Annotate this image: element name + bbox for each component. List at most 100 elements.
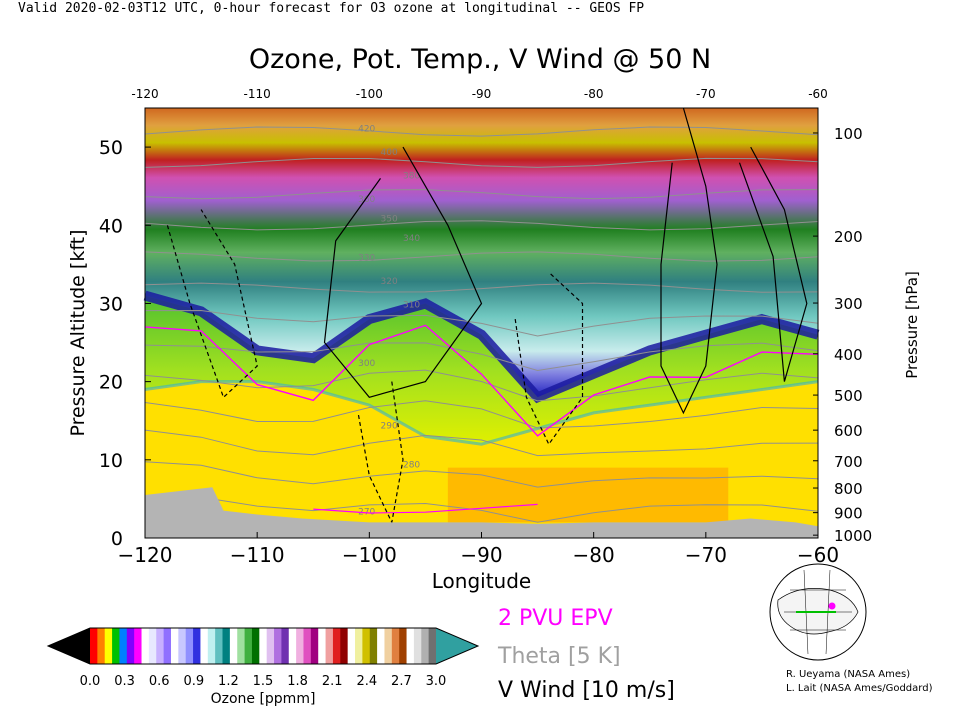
top-tick-label: -70 [696, 87, 716, 101]
pressure-tick-label: 1000 [834, 527, 872, 545]
theta-label: 290 [381, 422, 398, 432]
theta-contour [144, 342, 819, 372]
colorbar-swatch [274, 628, 282, 664]
upper-troposphere-region [145, 295, 818, 445]
top-tick-label: -110 [244, 87, 271, 101]
theta-label: 320 [381, 277, 398, 287]
colorbar-tick-label: 0.0 [80, 674, 101, 689]
tropopause-band [143, 290, 820, 404]
colorbar-swatch [413, 628, 422, 664]
y-tick-label: 0 [111, 528, 123, 550]
colorbar-tick-label: 2.7 [391, 674, 412, 689]
colorbar-swatch [391, 628, 400, 664]
colorbar-tick-label: 0.3 [114, 674, 135, 689]
colorbar-swatch [406, 628, 415, 664]
legend-theta: Theta [5 K] [498, 644, 621, 669]
theta-contour [144, 157, 819, 168]
theta-label: 340 [403, 234, 420, 244]
pvu-contour [144, 324, 819, 437]
colorbar-swatch [200, 628, 209, 664]
pressure-tick-label: 700 [834, 453, 863, 471]
colorbar-swatch [163, 628, 172, 664]
colorbar-swatch [288, 628, 297, 664]
pvu-contour-low [313, 503, 538, 514]
colorbar-swatch [141, 628, 150, 664]
theta-label: 360 [358, 195, 375, 205]
legend-epv: 2 PVU EPV [498, 606, 613, 631]
colorbar-over-arrow [436, 628, 478, 664]
ozone-gradient-band [144, 380, 819, 446]
theta-contour [144, 461, 819, 488]
colorbar-swatch [119, 628, 128, 664]
x-tick-label: −80 [573, 543, 615, 567]
colorbar-swatch [377, 628, 385, 664]
theta-contour [144, 309, 819, 337]
theta-contour [144, 400, 819, 429]
y-tick-label: 20 [99, 372, 123, 394]
credit-line-1: R. Ueyama (NASA Ames) [786, 669, 911, 680]
vwind-contour [323, 146, 483, 398]
colorbar-swatch [325, 628, 334, 664]
colorbar-swatch [347, 628, 356, 664]
colorbar-tick-label: 0.9 [183, 674, 204, 689]
terrain [145, 487, 818, 538]
pressure-tick-label: 200 [834, 228, 863, 246]
theta-contour [144, 369, 819, 402]
colorbar-tick-label: 1.5 [253, 674, 274, 689]
colorbar-tick-label: 3.0 [426, 674, 447, 689]
colorbar-swatch [384, 628, 393, 664]
colorbar-swatch [97, 628, 106, 664]
top-tick-label: -120 [131, 87, 158, 101]
colorbar-under-arrow [48, 628, 90, 664]
colorbar-swatch [266, 628, 275, 664]
pressure-tick-label: 800 [834, 480, 863, 498]
colorbar-swatch [229, 628, 238, 664]
theta-label: 300 [358, 359, 375, 369]
pressure-tick-label: 900 [834, 505, 863, 523]
x-tick-label: −70 [685, 543, 727, 567]
colorbar-swatch [421, 628, 430, 664]
colorbar-swatch [428, 628, 437, 664]
colorbar-swatch [369, 628, 378, 664]
colorbar-swatch [148, 628, 157, 664]
legend-vwind: V Wind [10 m/s] [498, 678, 675, 703]
top-tick-label: -60 [808, 87, 828, 101]
colorbar-swatch [90, 628, 98, 664]
colorbar-swatch [170, 628, 179, 664]
theta-contour [144, 282, 819, 293]
colorbar-tick-label: 0.6 [149, 674, 170, 689]
pressure-axis-title: Pressure [hPa] [903, 271, 921, 379]
vwind-contour [514, 271, 584, 446]
theta-label: 350 [381, 214, 398, 224]
colorbar-swatch [178, 628, 187, 664]
colorbar-tick-label: 1.8 [287, 674, 308, 689]
credits: R. Ueyama (NASA Ames) L. Lait (NASA Ames… [786, 668, 932, 696]
colorbar-swatch [156, 628, 165, 664]
theta-contour [144, 126, 819, 137]
colorbar-swatch [126, 628, 135, 664]
theta-contour [144, 220, 819, 231]
colorbar-swatch [112, 628, 120, 664]
x-tick-label: −100 [342, 543, 397, 567]
x-tick-label: −110 [230, 543, 285, 567]
vwind-contour [660, 107, 718, 415]
x-axis-title: Longitude [432, 569, 531, 593]
colorbar-swatch [318, 628, 327, 664]
colorbar-swatch [259, 628, 268, 664]
theta-label: 380 [403, 171, 420, 181]
colorbar-swatch [244, 628, 253, 664]
colorbar-tick-label: 1.2 [218, 674, 239, 689]
theta-label: 310 [403, 300, 420, 310]
colorbar-swatch [193, 628, 201, 664]
pressure-tick-label: 100 [834, 125, 863, 143]
x-tick-label: −120 [118, 543, 173, 567]
top-tick-label: -90 [472, 87, 492, 101]
theta-label: 420 [358, 124, 375, 134]
colorbar-swatch [251, 628, 260, 664]
theta-contour [144, 496, 819, 523]
colorbar-swatch [134, 628, 143, 664]
theta-contour [144, 189, 819, 200]
chart-title: Ozone, Pot. Temp., V Wind @ 50 N [248, 44, 712, 75]
colorbar-swatch [310, 628, 319, 664]
